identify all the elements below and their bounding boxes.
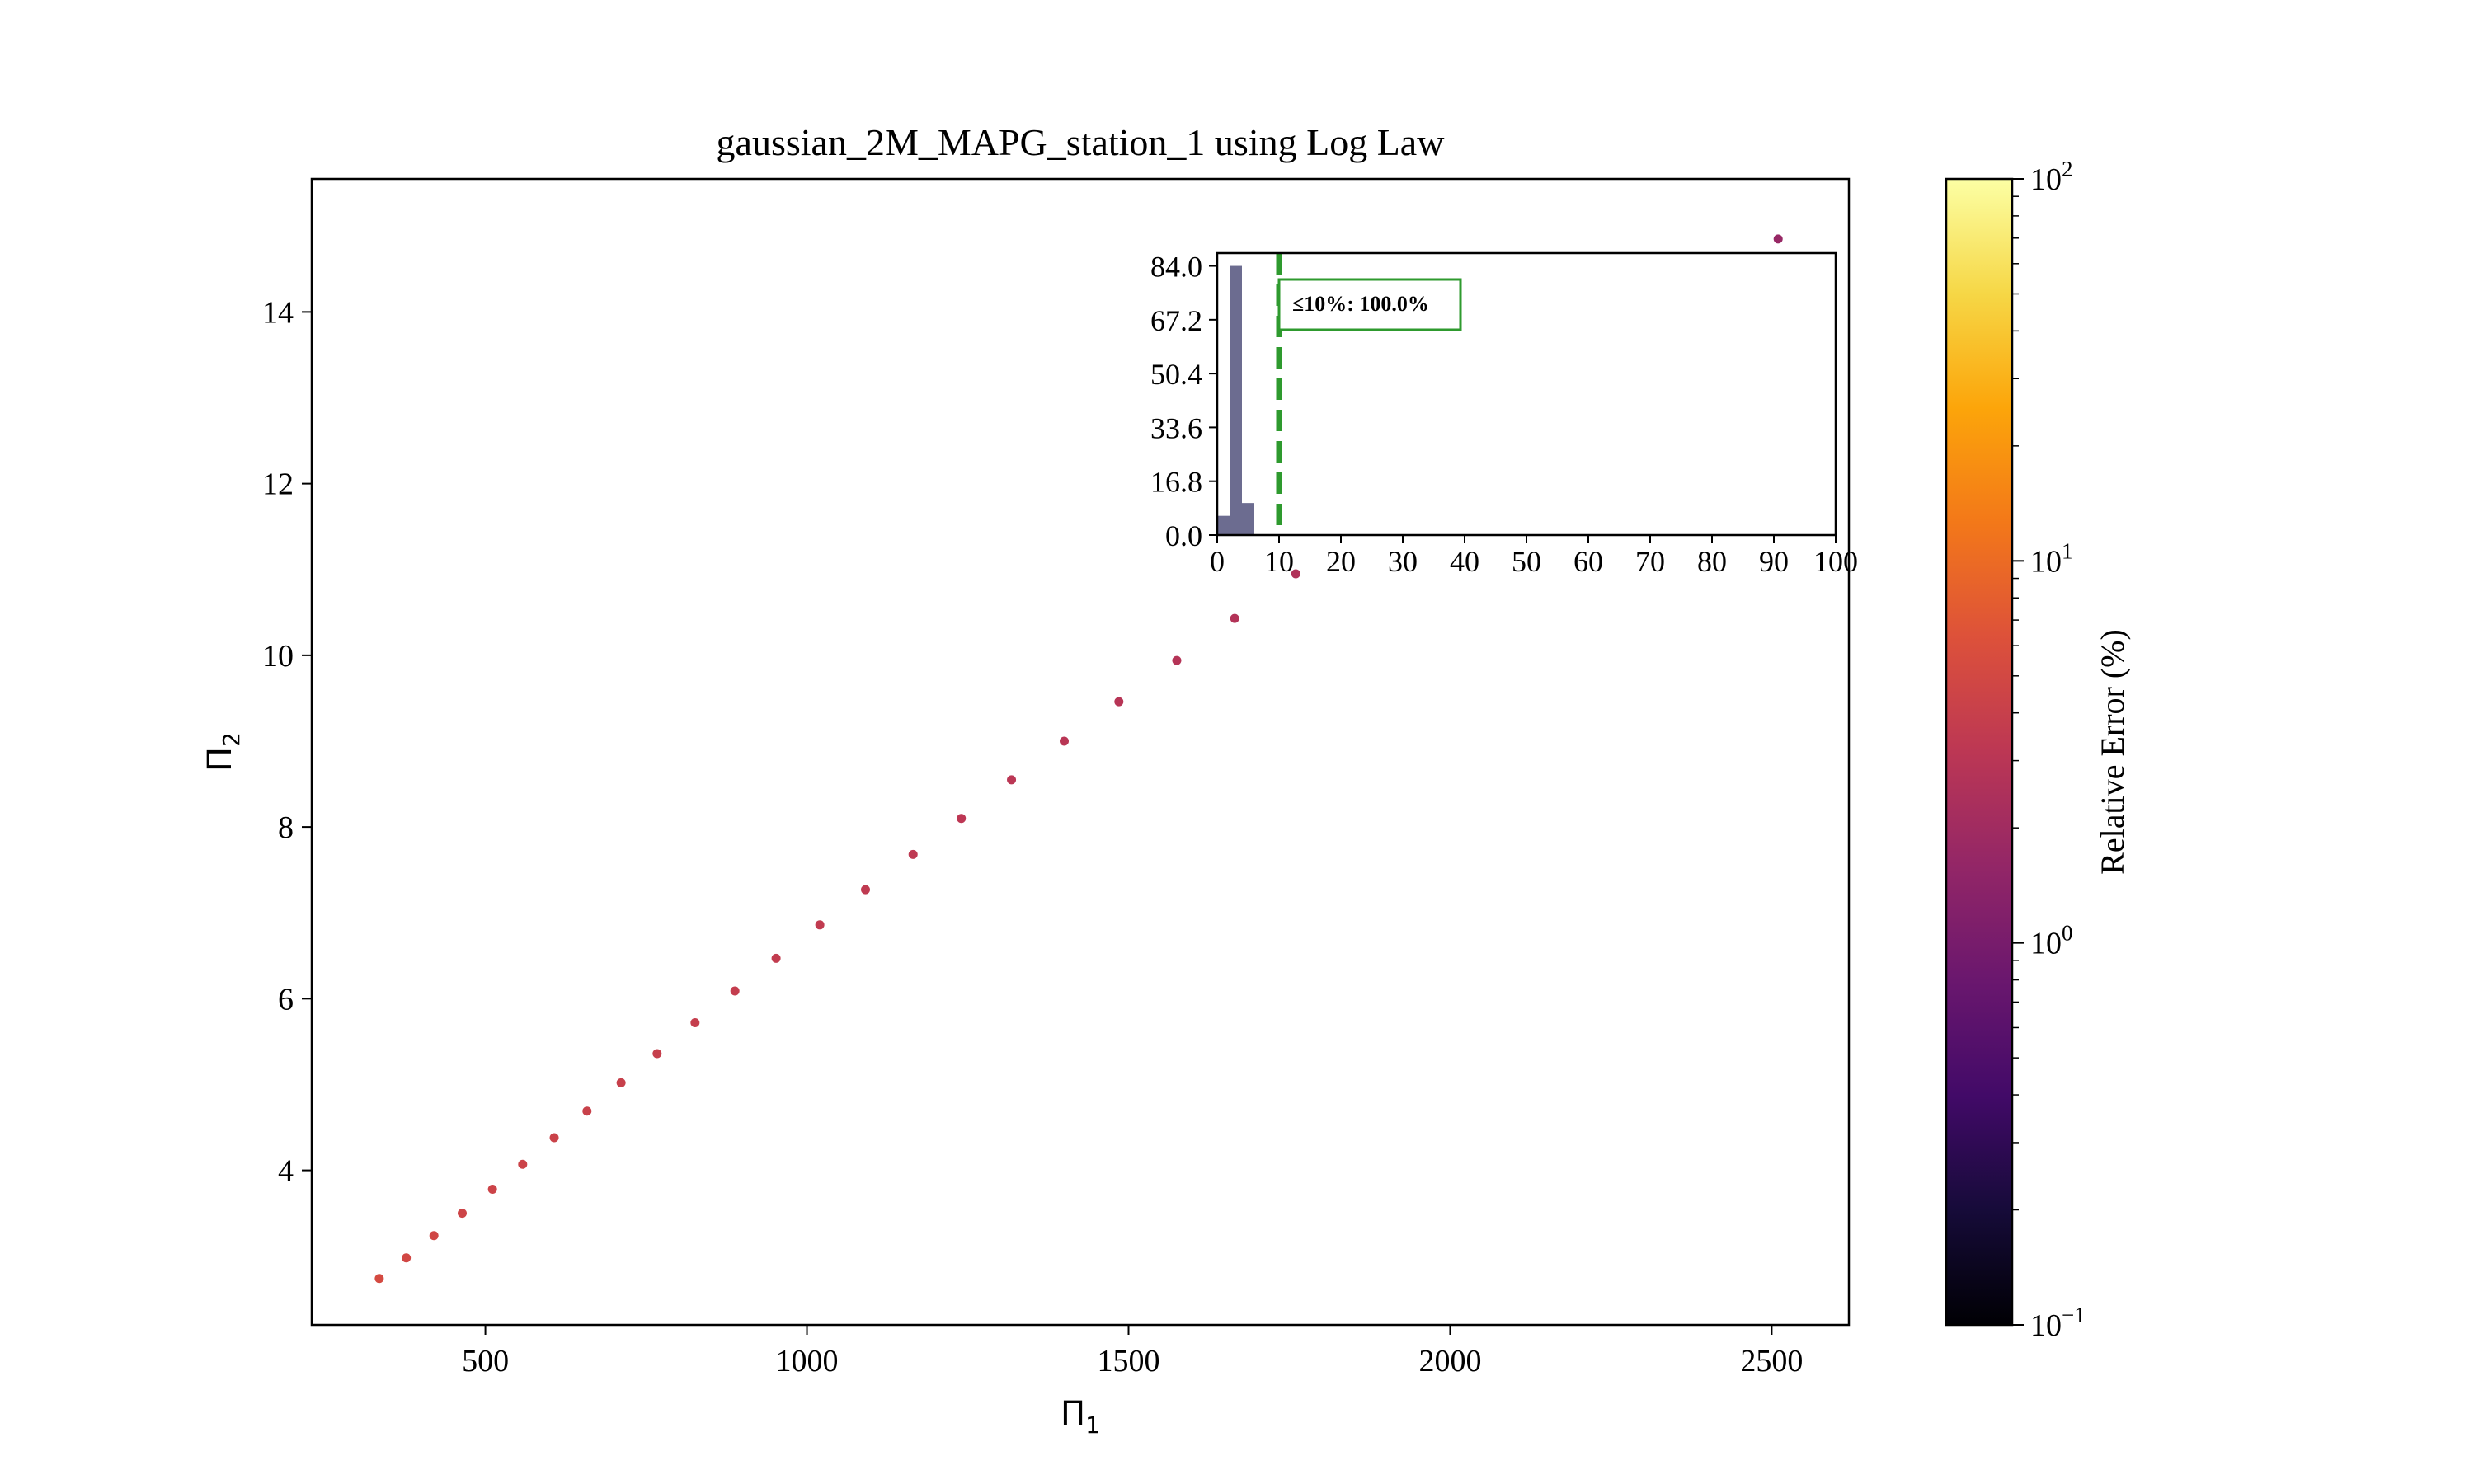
threshold-annotation-box <box>1277 278 1462 331</box>
x-tick-label: 2000 <box>1418 1344 1481 1378</box>
x-tick-label: 500 <box>462 1344 509 1378</box>
inset-x-tick-label: 100 <box>1813 545 1858 578</box>
colorbar-tick-label: 101 <box>2030 538 2073 579</box>
colorbar-gradient <box>1945 177 2014 1327</box>
y-axis-label: Π2 <box>201 732 245 772</box>
inset-y-tick-label: 33.6 <box>1150 411 1202 444</box>
inset-x-tick-label: 70 <box>1635 545 1665 578</box>
y-tick-label: 4 <box>278 1154 294 1189</box>
scatter-point <box>549 1133 559 1143</box>
y-axis-ticks: 4 6 8 10 12 14 <box>262 295 312 1189</box>
y-tick-label: 12 <box>262 467 294 502</box>
scatter-point <box>730 986 740 996</box>
x-tick-label: 1500 <box>1097 1344 1159 1378</box>
inset-y-tick-label: 84.0 <box>1150 251 1202 284</box>
scatter-point <box>374 1274 384 1284</box>
scatter-point <box>402 1253 412 1263</box>
colorbar: 10−1 100 101 102 Relative Error (%) <box>1945 157 2131 1343</box>
inset-x-tick-label: 30 <box>1388 545 1418 578</box>
inset-y-tick-label: 67.2 <box>1150 304 1202 337</box>
x-axis-ticks: 500 1000 1500 2000 2500 <box>462 1325 1803 1378</box>
inset-y-tick-label: 16.8 <box>1150 466 1202 499</box>
scatter-chart: gaussian_2M_MAPG_station_1 using Log Law… <box>201 121 1851 1439</box>
scatter-point <box>1060 736 1070 746</box>
scatter-point <box>1230 613 1239 623</box>
inset-histogram: ≤10%: 100.0% 0 10 20 30 40 50 60 70 80 90 100 0.0 1… <box>1150 251 1858 578</box>
inset-x-tick-label: 60 <box>1573 545 1603 578</box>
inset-x-tick-label: 0 <box>1210 545 1225 578</box>
inset-x-tick-label: 20 <box>1326 545 1356 578</box>
scatter-point <box>582 1106 592 1116</box>
chart-title: gaussian_2M_MAPG_station_1 using Log Law <box>717 121 1446 163</box>
inset-y-tick-label: 0.0 <box>1165 519 1202 552</box>
scatter-point <box>1172 655 1182 665</box>
x-tick-label: 2500 <box>1740 1344 1803 1378</box>
scatter-point <box>1114 697 1124 707</box>
scatter-point <box>861 885 871 895</box>
x-tick-label: 1000 <box>776 1344 839 1378</box>
y-tick-label: 8 <box>278 810 294 845</box>
y-tick-label: 14 <box>262 295 294 330</box>
scatter-point <box>690 1017 700 1027</box>
scatter-point <box>771 953 781 963</box>
scatter-point <box>518 1159 528 1169</box>
colorbar-label: Relative Error (%) <box>2094 629 2131 875</box>
scatter-point <box>652 1049 662 1059</box>
inset-x-tick-label: 10 <box>1264 545 1294 578</box>
inset-y-ticks: 0.0 16.8 33.6 50.4 67.2 84.0 <box>1150 251 1217 552</box>
scatter-point <box>908 849 918 859</box>
colorbar-tick-label: 10−1 <box>2030 1303 2086 1343</box>
histogram-bar <box>1230 265 1242 535</box>
inset-y-tick-label: 50.4 <box>1150 358 1202 391</box>
colorbar-tick-label: 102 <box>2030 157 2073 197</box>
scatter-point <box>815 920 825 930</box>
plot-frame <box>310 177 1851 1327</box>
histogram-bar <box>1242 503 1254 535</box>
scatter-point <box>1007 775 1017 785</box>
scatter-point <box>458 1209 468 1219</box>
inset-x-tick-label: 90 <box>1759 545 1789 578</box>
scatter-point <box>1291 569 1300 579</box>
colorbar-ticks: 10−1 100 101 102 <box>2012 157 2086 1343</box>
y-tick-label: 6 <box>278 982 294 1017</box>
scatter-point <box>957 814 967 824</box>
inset-x-ticks: 0 10 20 30 40 50 60 70 80 90 100 <box>1210 535 1858 578</box>
scatter-point <box>429 1231 439 1241</box>
inset-x-tick-label: 50 <box>1512 545 1541 578</box>
histogram-bar <box>1217 515 1230 535</box>
colorbar-tick-label: 100 <box>2030 921 2073 961</box>
inset-x-tick-label: 80 <box>1697 545 1727 578</box>
scatter-point <box>487 1184 497 1194</box>
threshold-annotation: ≤10%: 100.0% <box>1292 292 1429 316</box>
histogram-bars <box>1217 265 1254 535</box>
scatter-point <box>616 1078 626 1087</box>
y-tick-label: 10 <box>262 639 294 674</box>
scatter-points <box>374 234 1783 1284</box>
inset-x-tick-label: 40 <box>1450 545 1479 578</box>
x-axis-label: Π1 <box>1061 1395 1100 1439</box>
scatter-point <box>1773 234 1783 244</box>
